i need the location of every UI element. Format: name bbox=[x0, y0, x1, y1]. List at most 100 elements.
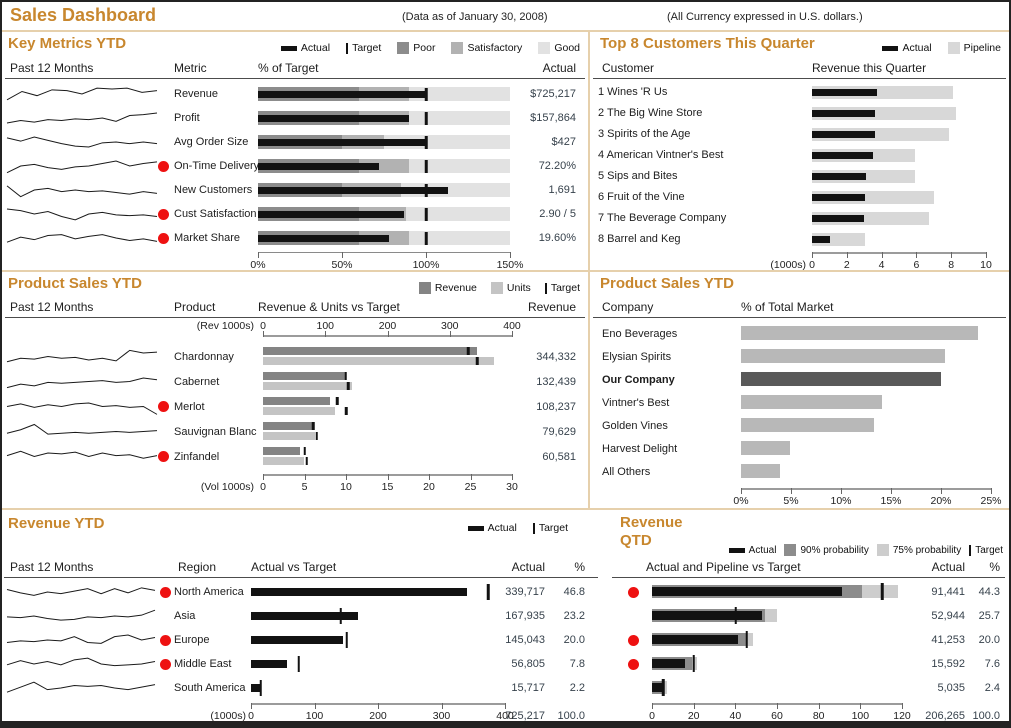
axis: 0 20 40 60 80 100 120 bbox=[649, 701, 911, 722]
pct-value: 23.2 bbox=[563, 610, 585, 622]
alert-dot-icon bbox=[158, 209, 169, 220]
actual-bar bbox=[652, 659, 685, 668]
actual-vs-target-bar bbox=[251, 656, 505, 672]
legend-item: Target bbox=[346, 42, 381, 54]
column-header-revenue-this-quarter: Revenue this Quarter bbox=[812, 61, 927, 75]
customer-row: 6 Fruit of the Vine bbox=[590, 187, 1009, 208]
target-tick bbox=[259, 680, 262, 696]
bullet-chart bbox=[258, 135, 510, 149]
axis: 0 2 4 6 8 10 bbox=[809, 250, 992, 271]
sparkline bbox=[7, 132, 157, 152]
column-header-past-12-months: Past 12 Months bbox=[10, 560, 94, 574]
axis-tick bbox=[951, 252, 953, 258]
sparkline bbox=[7, 228, 157, 248]
pipeline-swatch-icon bbox=[947, 42, 960, 54]
qtd-row: 41,253 20.0 bbox=[604, 628, 1009, 652]
axis-tick bbox=[314, 703, 316, 709]
axis-tick-label: 150% bbox=[496, 259, 524, 271]
dashboard-header: Sales Dashboard (Data as of January 30, … bbox=[2, 2, 1009, 32]
axis-tick-label: 2 bbox=[843, 259, 850, 271]
share-bar bbox=[741, 326, 978, 340]
customer-row: 4 American Vintner's Best bbox=[590, 145, 1009, 166]
axis-tick bbox=[841, 488, 842, 494]
our-company-bar bbox=[741, 372, 941, 386]
product-row: Sauvignan Blanc 79,629 bbox=[2, 419, 588, 444]
revenue-units-bars bbox=[263, 397, 512, 417]
header-divider bbox=[612, 577, 1005, 578]
axis-tick-label: 0 bbox=[809, 259, 815, 271]
target-swatch-icon bbox=[969, 544, 972, 556]
rev-axis-unit-label: (Rev 1000s) bbox=[196, 320, 254, 332]
axis-tick bbox=[902, 703, 903, 709]
legend-item: Pipeline bbox=[947, 42, 1001, 54]
product-label: Zinfandel bbox=[174, 451, 220, 463]
alert-dot-icon bbox=[160, 659, 171, 670]
metric-row: Cust Satisfaction 2.90 / 5 bbox=[2, 202, 588, 226]
metric-row: Profit $157,864 bbox=[2, 106, 588, 130]
alert-dot-icon bbox=[160, 635, 171, 646]
bullet-chart bbox=[258, 231, 510, 245]
axis-tick-label: 5% bbox=[783, 495, 799, 507]
pipeline-vs-target-bar bbox=[652, 655, 902, 672]
axis-tick-label: 100 bbox=[851, 710, 870, 722]
legend-item: 90% probability bbox=[784, 544, 869, 556]
region-row: Middle East 56,805 7.8 bbox=[2, 652, 604, 676]
axis-tick bbox=[470, 474, 472, 480]
legend-item: Actual bbox=[728, 545, 776, 556]
axis-tick-label: 0% bbox=[250, 259, 266, 271]
target-tick bbox=[662, 679, 665, 696]
revenue-target-tick bbox=[344, 372, 348, 380]
customer-bar bbox=[812, 233, 986, 246]
sparkline bbox=[7, 582, 155, 602]
company-label: Elysian Spirits bbox=[602, 351, 672, 363]
revenue-target-tick bbox=[312, 422, 315, 430]
target-swatch-icon bbox=[532, 522, 535, 534]
actual-bar bbox=[258, 162, 379, 170]
actual-value: 145,043 bbox=[505, 634, 545, 646]
metric-value: 72.20% bbox=[538, 160, 576, 172]
metric-value: 19.60% bbox=[538, 232, 576, 244]
axis-tick-label: 200 bbox=[369, 710, 387, 722]
company-label: Golden Vines bbox=[602, 420, 668, 432]
qtd-row: 91,441 44.3 bbox=[604, 580, 1009, 604]
actual-value: 167,935 bbox=[505, 610, 545, 622]
product-row: Merlot 108,237 bbox=[2, 394, 588, 419]
legend-label: Pipeline bbox=[963, 42, 1001, 54]
pct-value: 2.4 bbox=[984, 682, 1000, 694]
actual-value: 15,592 bbox=[931, 658, 965, 670]
column-header-customer: Customer bbox=[602, 61, 655, 75]
axis-unit-label: (1000s) bbox=[770, 259, 806, 271]
axis-tick bbox=[429, 474, 430, 480]
axis-tick bbox=[791, 488, 792, 494]
actual-swatch-icon bbox=[728, 547, 745, 553]
target-tick bbox=[745, 631, 749, 648]
legend-item: Target bbox=[532, 522, 568, 534]
metric-label: Revenue bbox=[174, 88, 219, 100]
axis-tick-label: 25 bbox=[464, 481, 477, 493]
actual-value: 52,944 bbox=[931, 610, 965, 622]
axis: 0 100 200 300 400 bbox=[248, 701, 514, 722]
legend: Actual Pipeline bbox=[882, 42, 1001, 54]
axis-tick-label: 200 bbox=[378, 320, 397, 332]
actual-bar bbox=[652, 683, 663, 692]
axis-tick bbox=[258, 252, 259, 258]
customer-row: 8 Barrel and Keg bbox=[590, 229, 1009, 250]
revenue-units-bars bbox=[263, 422, 512, 442]
axis-tick-label: 400 bbox=[496, 710, 514, 722]
alert-dot-icon bbox=[158, 161, 169, 172]
axis-tick bbox=[512, 474, 513, 480]
legend-item: Revenue bbox=[418, 282, 477, 294]
market-share-bar bbox=[741, 418, 991, 432]
panel-market-share: Product Sales YTD Company % of Total Mar… bbox=[590, 272, 1009, 510]
axis-tick bbox=[846, 252, 848, 258]
axis-tick-label: 100 bbox=[316, 320, 335, 332]
satisfactory-swatch-icon bbox=[451, 42, 464, 54]
axis-tick bbox=[449, 331, 451, 337]
revenue-value: 108,237 bbox=[536, 401, 576, 413]
metric-value: $157,864 bbox=[530, 112, 576, 124]
axis-tick-label: 20 bbox=[423, 481, 435, 493]
actual-bar bbox=[258, 90, 426, 98]
pct-value: 25.7 bbox=[978, 610, 1000, 622]
axis-tick-label: 15% bbox=[880, 495, 902, 507]
